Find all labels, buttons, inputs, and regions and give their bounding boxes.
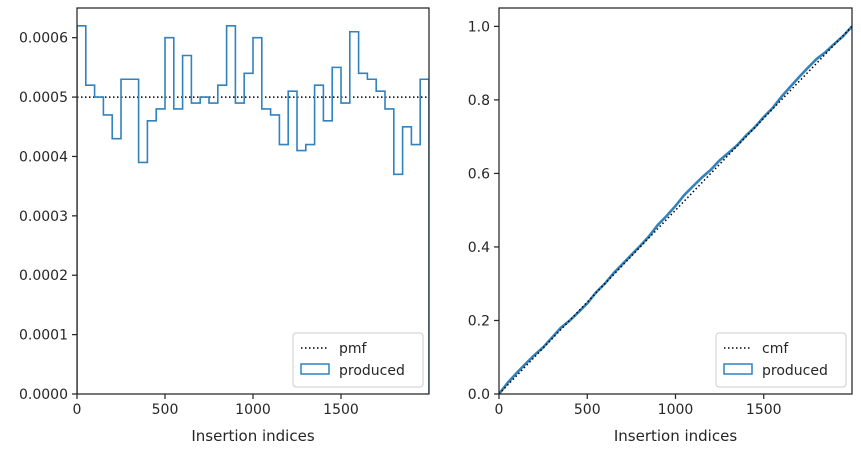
cmf-y-tick-label: 0.4 bbox=[468, 240, 490, 256]
cmf-legend-label: cmf bbox=[762, 341, 789, 357]
cmf-y-tick-label: 0.2 bbox=[468, 313, 490, 329]
produced-cumulative-series bbox=[499, 25, 852, 394]
cmf-x-tick-label: 500 bbox=[574, 402, 601, 418]
cmf-y-tick-label: 1.0 bbox=[468, 19, 490, 35]
cmf-legend: cmf produced bbox=[715, 332, 847, 388]
cmf-legend-produced-label: produced bbox=[762, 363, 828, 379]
pmf-legend-produced-label: produced bbox=[339, 363, 405, 379]
pmf-x-tick-label: 1000 bbox=[235, 402, 271, 418]
cmf-y-tick-label: 0.8 bbox=[468, 93, 490, 109]
pmf-y-tick-label: 0.0001 bbox=[19, 328, 68, 344]
pmf-y-tick-label: 0.0002 bbox=[19, 268, 68, 284]
pmf-x-tick-label: 0 bbox=[73, 402, 82, 418]
pmf-y-tick-label: 0.0003 bbox=[19, 209, 68, 225]
pmf-legend: pmf produced bbox=[292, 332, 424, 388]
pmf-x-tick-label: 1500 bbox=[323, 402, 359, 418]
cmf-x-axis-label: Insertion indices bbox=[614, 427, 737, 445]
pmf-y-tick-label: 0.0005 bbox=[19, 90, 68, 106]
produced-step-series bbox=[77, 25, 429, 394]
cmf-x-tick-label: 1000 bbox=[658, 402, 694, 418]
pmf-legend-patch-swatch bbox=[300, 363, 330, 375]
cmf-y-tick-label: 0.6 bbox=[468, 166, 490, 182]
pmf-panel: 0 500 1000 1500 0.0000 0.0001 0.0002 0.0003 0.00… bbox=[19, 7, 430, 445]
cmf-reference-line bbox=[499, 25, 852, 394]
cmf-x-tick-label: 1500 bbox=[746, 402, 782, 418]
pmf-x-tick-label: 500 bbox=[152, 402, 179, 418]
cmf-panel: 0 500 1000 1500 0.0 0.2 0.4 0.6 0.8 1.0 Insertion… bbox=[468, 7, 853, 445]
pmf-y-tick-label: 0.0000 bbox=[19, 387, 68, 403]
cmf-x-tick-label: 0 bbox=[495, 402, 504, 418]
pmf-y-tick-label: 0.0004 bbox=[19, 149, 68, 165]
cmf-legend-patch-swatch bbox=[723, 363, 753, 375]
pmf-x-axis-label: Insertion indices bbox=[191, 427, 314, 445]
cmf-y-tick-label: 0.0 bbox=[468, 387, 490, 403]
pmf-y-tick-label: 0.0006 bbox=[19, 31, 68, 47]
pmf-legend-label: pmf bbox=[339, 341, 368, 357]
